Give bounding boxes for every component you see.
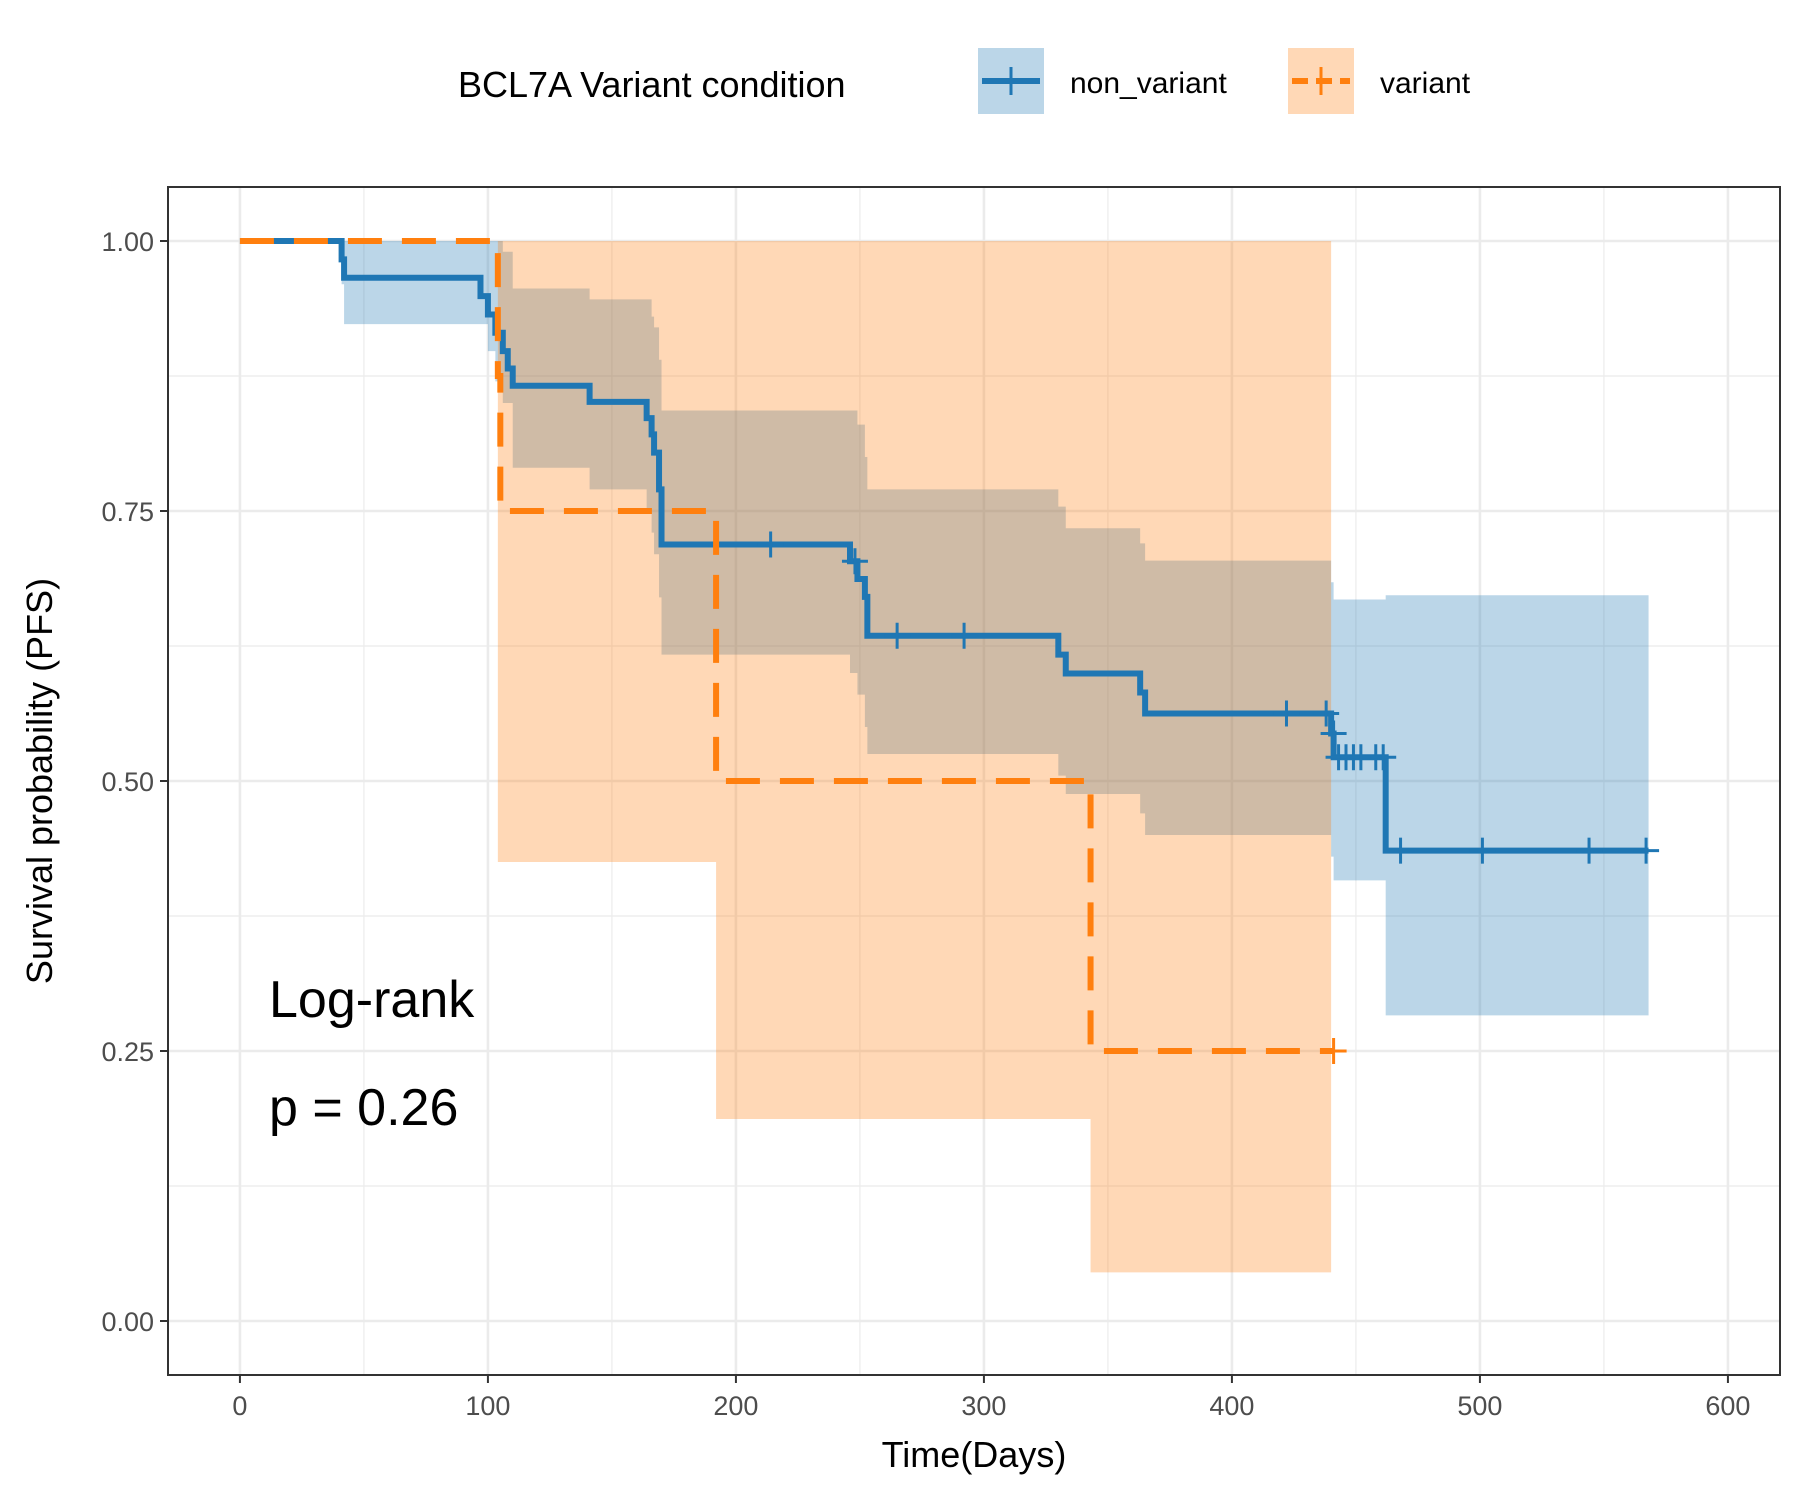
y-axis: 0.00 0.25 0.50 0.75 1.00 [101,227,168,1337]
annotation-p-value: p = 0.26 [269,1079,458,1137]
y-tick-label: 0.25 [101,1037,154,1067]
legend-label-variant: variant [1380,67,1471,100]
y-tick-label: 1.00 [101,227,154,257]
legend-label-non-variant: non_variant [1070,67,1227,100]
y-axis-title: Survival probability (PFS) [19,578,60,984]
confidence-band-variant [239,241,1332,1273]
x-tick-label: 500 [1457,1391,1502,1421]
survival-curve-variant [239,238,1334,1054]
x-tick-label: 100 [465,1391,510,1421]
x-axis: 0 100 200 300 400 500 600 [232,1375,1750,1421]
x-tick-label: 400 [1209,1391,1254,1421]
plot-panel [167,186,1781,1376]
survival-curves [239,238,1649,1054]
legend: BCL7A Variant condition non_variant vari… [458,48,1471,114]
annotation-test-name: Log-rank [269,971,475,1029]
censor-marks [757,531,1660,1064]
confidence-band-non-variant [239,241,1649,1016]
survival-curve-non-variant [239,238,1649,854]
x-axis-title: Time(Days) [882,1434,1067,1475]
confidence-bands [239,241,1649,1273]
x-tick-label: 600 [1705,1391,1750,1421]
y-tick-label: 0.50 [101,767,154,797]
x-tick-label: 300 [961,1391,1006,1421]
y-tick-label: 0.75 [101,497,154,527]
x-tick-label: 0 [232,1391,247,1421]
x-tick-label: 200 [713,1391,758,1421]
legend-title: BCL7A Variant condition [458,64,846,105]
y-tick-label: 0.00 [101,1307,154,1337]
